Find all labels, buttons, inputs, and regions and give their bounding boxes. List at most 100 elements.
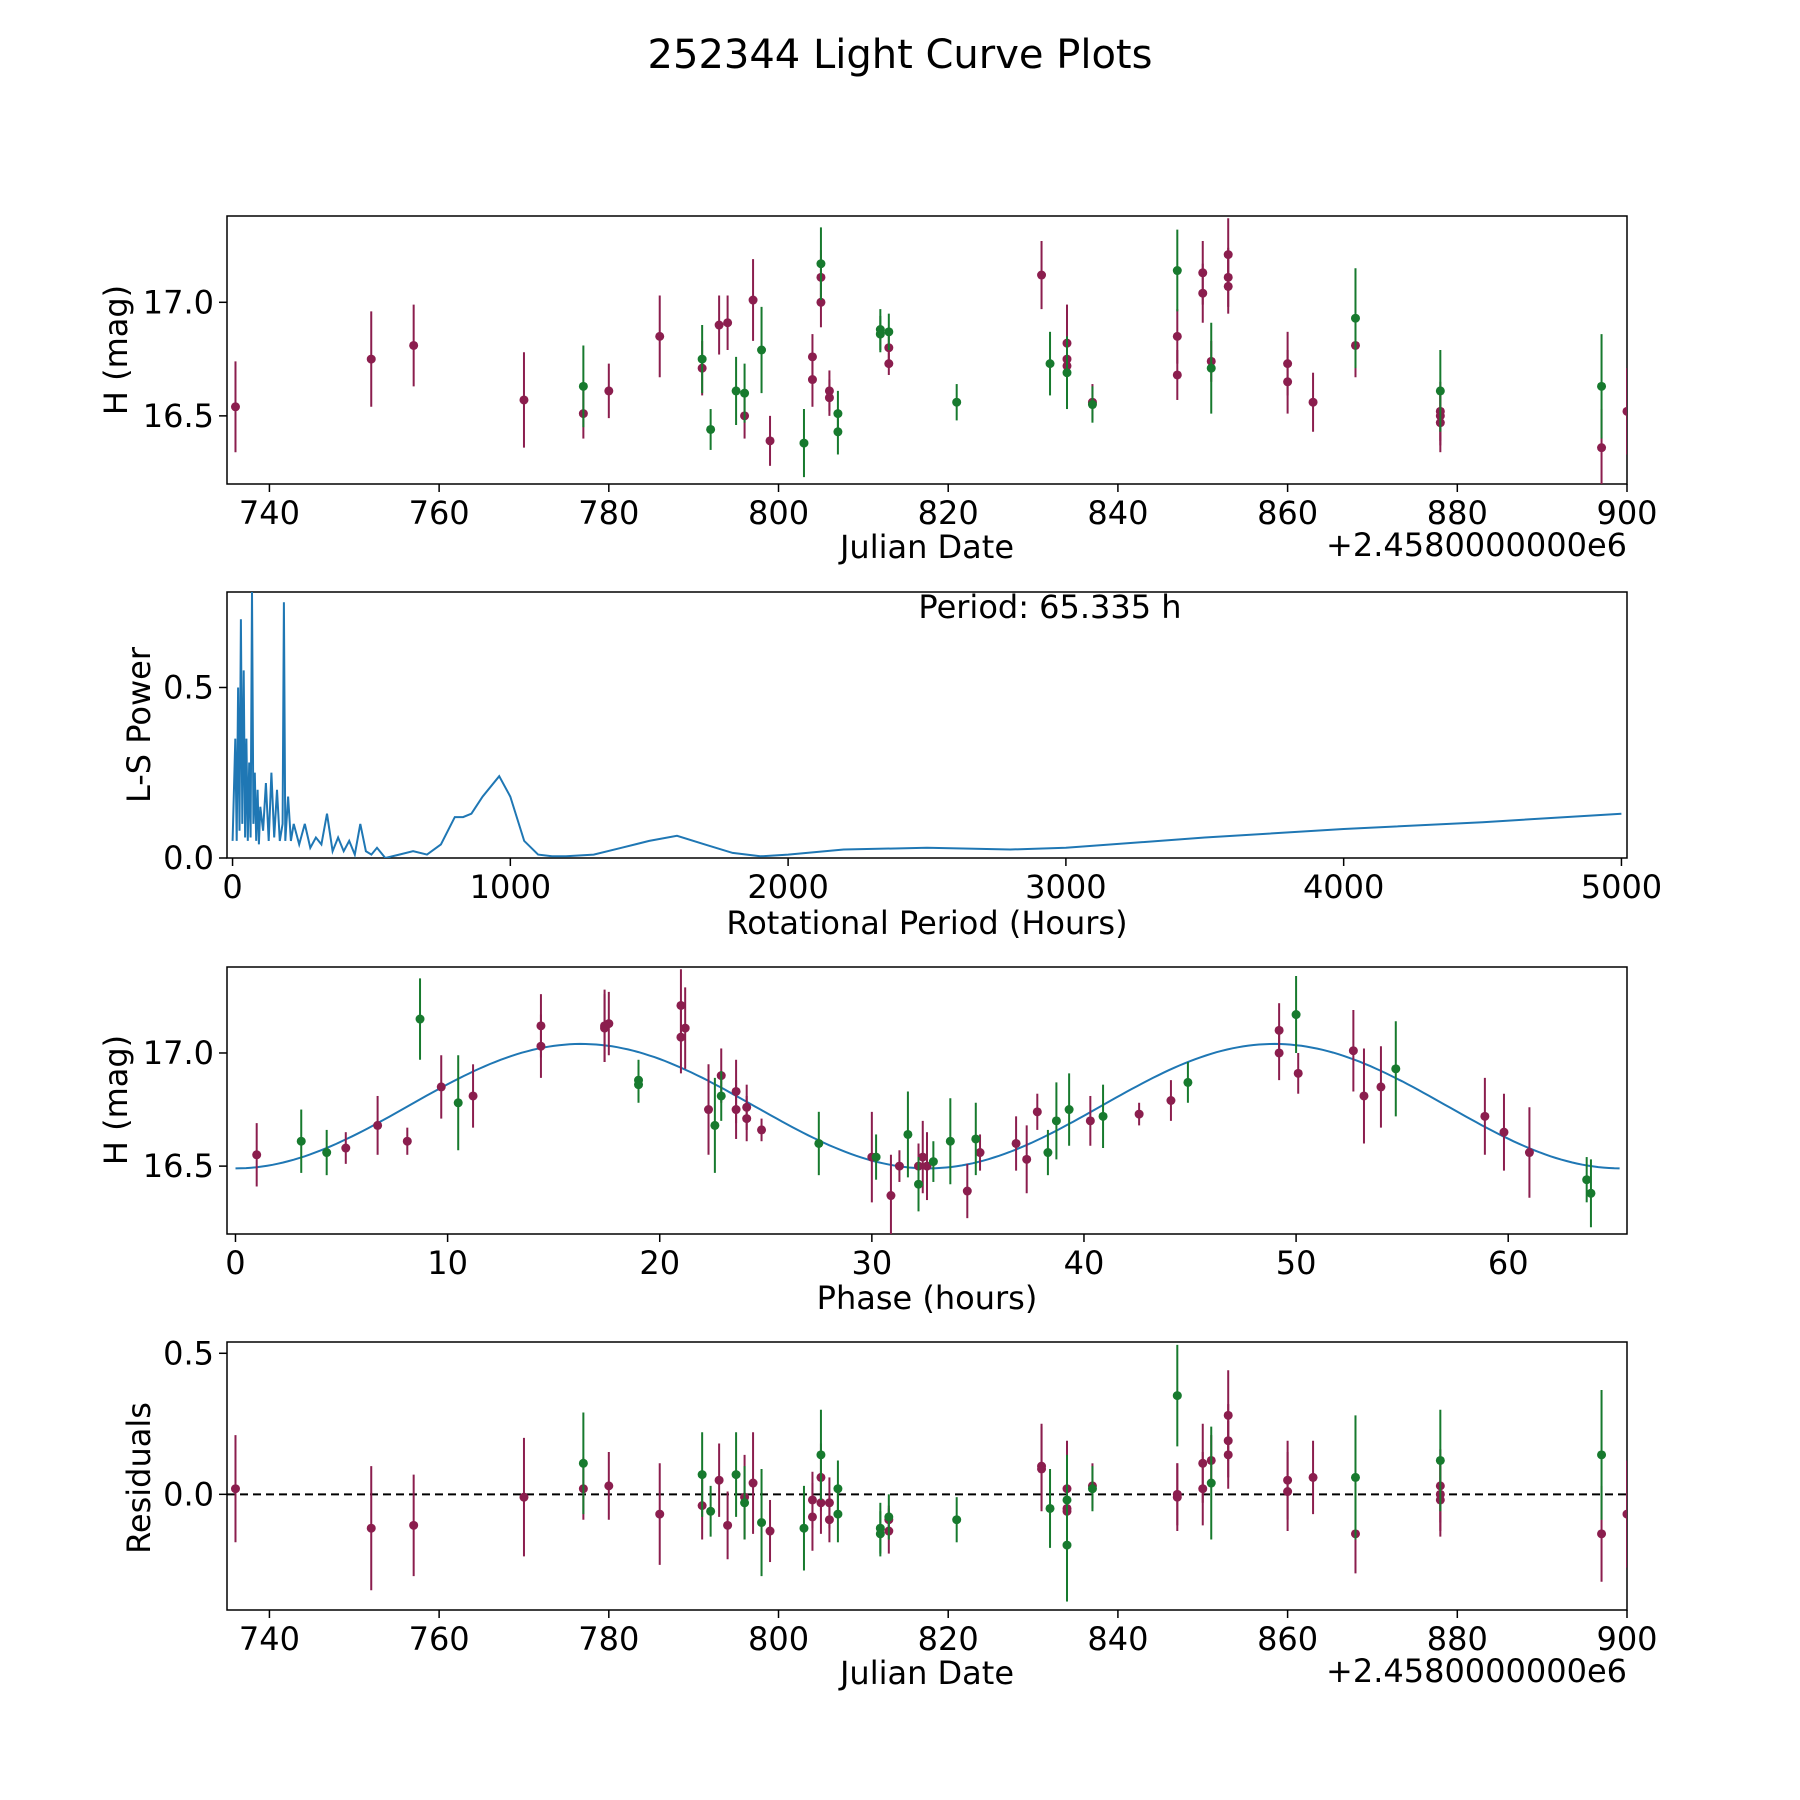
data-point — [436, 1082, 446, 1092]
data-point — [1037, 1464, 1047, 1474]
data-point — [1172, 331, 1182, 341]
data-point — [697, 354, 707, 364]
data-point — [1022, 1154, 1032, 1164]
data-point — [706, 1506, 716, 1516]
data-point — [914, 1179, 924, 1189]
data-point — [1293, 1068, 1303, 1078]
data-point — [519, 395, 529, 405]
data-point — [453, 1098, 463, 1108]
tick-labels: 740 760 780 800 820 840 860 880 900 16.5 17.0 — [143, 283, 1658, 532]
data-point — [1376, 1082, 1386, 1092]
x-tick-label: 840 — [1087, 1620, 1148, 1658]
data-point — [1582, 1175, 1592, 1185]
data-point — [1051, 1116, 1061, 1126]
data-point — [757, 1518, 767, 1528]
data-point — [1391, 1064, 1401, 1074]
y-tick-label: 0.5 — [163, 1334, 214, 1372]
data-point — [975, 1148, 985, 1158]
data-point — [604, 1019, 614, 1029]
data-point — [1172, 1489, 1182, 1499]
data-point — [962, 1186, 972, 1196]
data-marks — [230, 218, 1627, 484]
data-point — [740, 1498, 750, 1508]
panel-phased-curve: 0 10 20 30 40 50 60 16.5 17.0 Phase (hours) H (m… — [97, 966, 1628, 1317]
data-point — [971, 1134, 981, 1144]
x-tick-label: 1000 — [470, 868, 551, 906]
data-point — [230, 1484, 240, 1494]
data-point — [578, 1458, 588, 1468]
x-tick-label: 20 — [639, 1244, 680, 1282]
data-point — [341, 1143, 351, 1153]
data-point — [757, 345, 767, 355]
x-axis-label: Julian Date — [838, 1654, 1014, 1692]
data-point — [1085, 1116, 1095, 1126]
panel-periodogram: 0 1000 2000 3000 4000 5000 0.0 0.5 Period: 65.3… — [120, 588, 1662, 942]
x-tick-label: 780 — [578, 1620, 639, 1658]
data-point — [1087, 400, 1097, 410]
data-point — [952, 1515, 962, 1525]
x-tick-label: 10 — [427, 1244, 468, 1282]
data-point — [1198, 288, 1208, 298]
data-point — [402, 1136, 412, 1146]
y-axis-label: L-S Power — [120, 646, 158, 803]
y-tick-label: 17.0 — [143, 283, 214, 321]
y-tick-label: 16.5 — [143, 1147, 214, 1185]
data-point — [1622, 406, 1627, 416]
data-point — [1308, 397, 1318, 407]
data-point — [1032, 1107, 1042, 1117]
x-tick-label: 60 — [1488, 1244, 1529, 1282]
data-point — [1037, 270, 1047, 280]
data-point — [871, 1152, 881, 1162]
data-point — [1291, 1010, 1301, 1020]
x-tick-label: 30 — [851, 1244, 892, 1282]
data-point — [1062, 1540, 1072, 1550]
data-point — [1499, 1127, 1509, 1137]
data-point — [922, 1161, 932, 1171]
data-point — [765, 1526, 775, 1536]
data-point — [884, 327, 894, 337]
data-point — [1597, 1450, 1607, 1460]
data-point — [748, 295, 758, 305]
data-point — [1597, 443, 1607, 453]
plot-frame — [226, 966, 1628, 1235]
data-point — [799, 1523, 809, 1533]
plot-frame — [226, 215, 1628, 485]
data-point — [704, 1105, 714, 1115]
x-offset-label: +2.4580000000e6 — [1326, 1652, 1627, 1690]
data-point — [824, 1515, 834, 1525]
plot-frame — [226, 591, 1628, 859]
data-point — [1134, 1109, 1144, 1119]
tick-labels: 0 1000 2000 3000 4000 5000 0.0 0.5 — [163, 668, 1662, 906]
x-tick-label: 900 — [1596, 1620, 1657, 1658]
x-tick-label: 800 — [748, 1620, 809, 1658]
data-point — [1283, 377, 1293, 387]
data-point — [697, 1470, 707, 1480]
x-tick-label: 5000 — [1581, 868, 1662, 906]
data-point — [807, 1512, 817, 1522]
x-tick-label: 900 — [1596, 494, 1657, 532]
data-point — [1359, 1091, 1369, 1101]
data-point — [799, 438, 809, 448]
data-point — [731, 1105, 741, 1115]
y-tick-label: 0.0 — [163, 839, 214, 877]
data-point — [1087, 1484, 1097, 1494]
data-point — [875, 329, 885, 339]
x-tick-label: 800 — [748, 494, 809, 532]
data-point — [676, 1032, 686, 1042]
data-point — [757, 1125, 767, 1135]
data-point — [816, 297, 826, 307]
data-point — [952, 397, 962, 407]
x-tick-label: 760 — [409, 494, 470, 532]
data-point — [945, 1136, 955, 1146]
data-point — [1586, 1188, 1596, 1198]
x-tick-label: 760 — [409, 1620, 470, 1658]
data-point — [415, 1014, 425, 1024]
x-tick-label: 880 — [1427, 1620, 1488, 1658]
data-point — [1172, 266, 1182, 276]
data-point — [230, 402, 240, 412]
data-point — [1166, 1096, 1176, 1105]
data-point — [765, 436, 775, 446]
data-point — [1183, 1077, 1193, 1087]
data-point — [928, 1157, 938, 1167]
data-point — [714, 320, 724, 330]
